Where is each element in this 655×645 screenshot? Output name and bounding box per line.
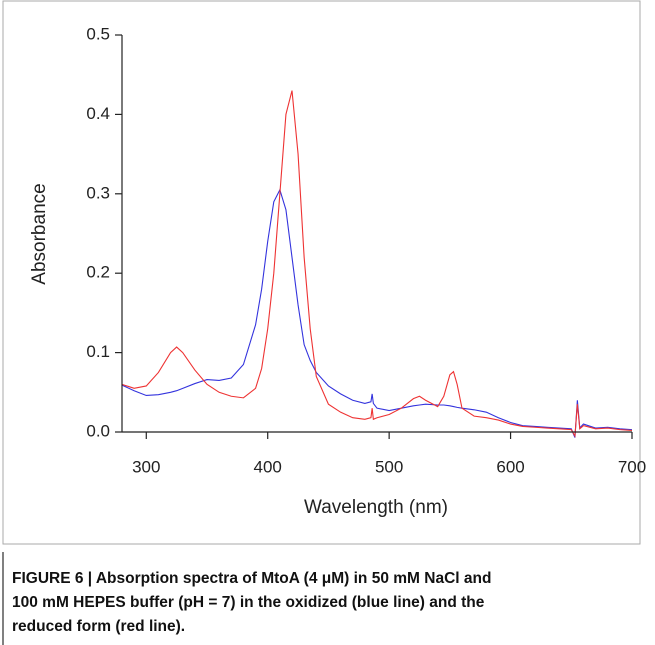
x-tick-label: 700 — [618, 457, 646, 476]
caption-line: FIGURE 6 | Absorption spectra of MtoA (4… — [12, 570, 491, 587]
x-axis-label: Wavelength (nm) — [304, 497, 448, 518]
y-tick-label: 0.4 — [86, 104, 110, 123]
x-tick-label: 300 — [132, 457, 160, 476]
x-tick-label: 500 — [375, 457, 403, 476]
caption-line: reduced form (red line). — [12, 618, 185, 635]
y-tick-label: 0.3 — [86, 183, 110, 202]
caption-line: 100 mM HEPES buffer (pH = 7) in the oxid… — [12, 594, 485, 611]
y-tick-label: 0.5 — [86, 24, 110, 43]
frame — [2, 0, 641, 545]
y-tick-label: 0.0 — [86, 421, 110, 440]
y-axis-label: Absorbance — [29, 183, 50, 284]
x-tick-label: 400 — [254, 457, 282, 476]
y-tick-label: 0.2 — [86, 263, 110, 282]
series-line — [121, 90, 633, 438]
series-line — [121, 188, 633, 438]
y-tick-label: 0.1 — [86, 342, 110, 361]
x-tick-label: 600 — [496, 457, 524, 476]
